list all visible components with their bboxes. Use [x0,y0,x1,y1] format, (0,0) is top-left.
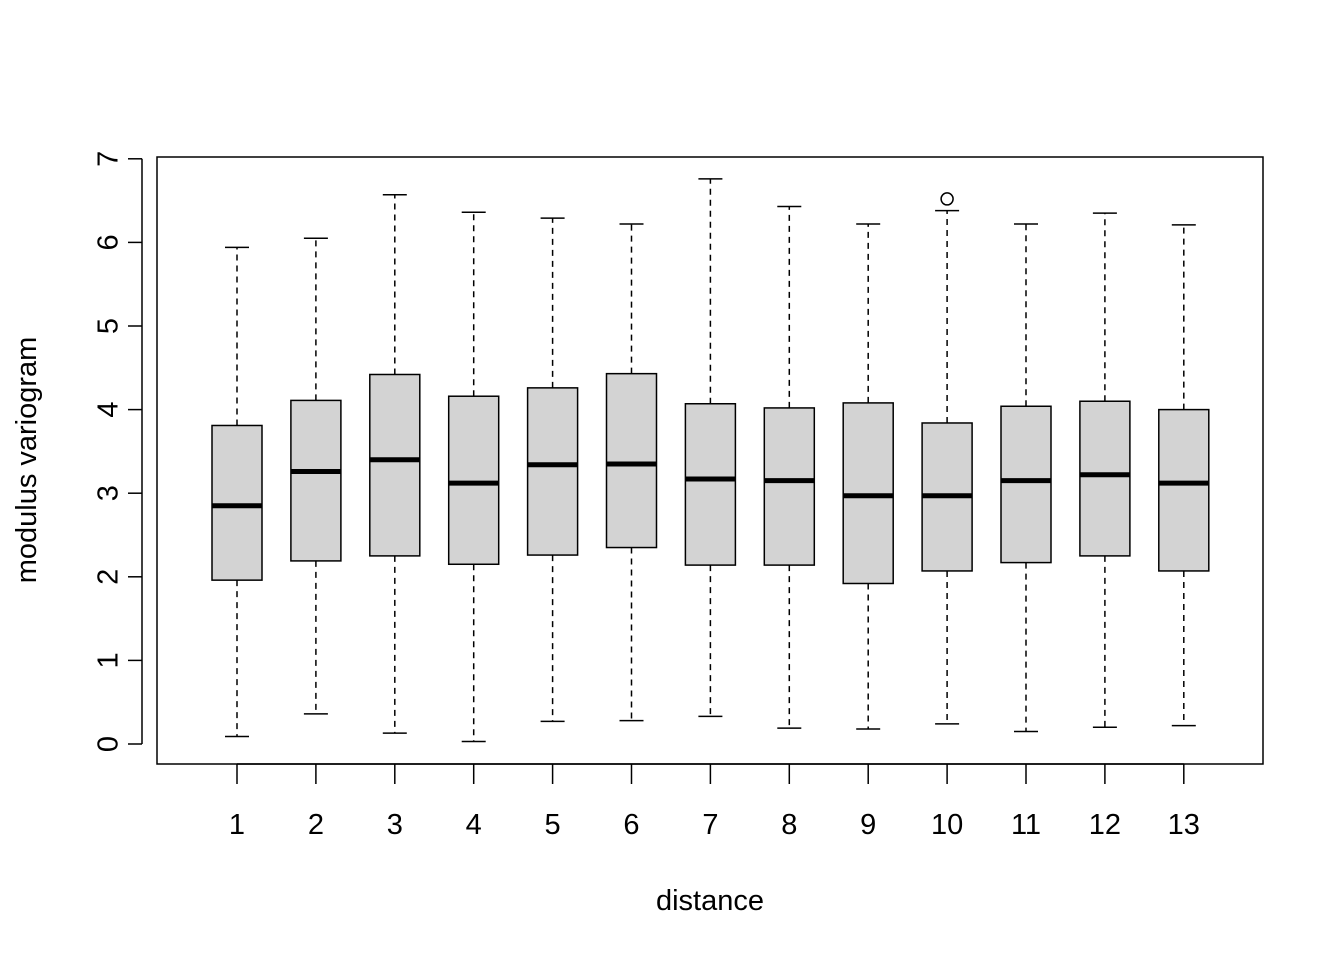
y-tick-label: 0 [93,736,125,752]
box-6 [605,223,658,722]
boxes-group [211,178,1210,743]
x-tick-label: 1 [229,809,245,841]
x-tick-label: 5 [545,809,561,841]
box-3 [369,193,421,734]
x-tick-label: 12 [1089,809,1121,841]
box-5 [526,217,579,723]
x-axis: 1 2 3 4 5 6 7 8 9 10 11 12 13 [229,763,1200,841]
x-tick-label: 7 [702,809,718,841]
y-tick-label: 3 [93,485,125,501]
box-iqr [1158,408,1210,572]
y-axis: 0 1 2 3 4 5 6 7 [93,151,143,752]
box-iqr [1000,405,1052,564]
box-iqr [369,373,421,557]
y-tick-label: 5 [93,318,125,334]
box-11 [1000,223,1052,733]
y-tick-label: 7 [93,151,125,167]
y-tick-label: 2 [93,569,125,585]
box-iqr [605,372,658,549]
x-tick-label: 6 [623,809,639,841]
box-10 [921,192,973,725]
box-4 [447,211,500,743]
box-iqr [290,399,342,562]
box-iqr [526,387,579,556]
outlier-point [940,192,954,206]
x-tick-label: 9 [860,809,876,841]
x-tick-label: 8 [781,809,797,841]
box-iqr [1079,400,1131,557]
y-tick-label: 4 [93,402,125,418]
x-tick-label: 10 [931,809,963,841]
x-tick-label: 3 [387,809,403,841]
box-1 [211,246,263,738]
box-9 [842,223,894,730]
x-tick-label: 2 [308,809,324,841]
x-tick-label: 13 [1168,809,1200,841]
box-8 [763,205,816,729]
box-13 [1158,224,1210,727]
x-tick-label: 11 [1011,809,1041,841]
box-iqr [447,395,500,566]
x-tick-label: 4 [466,809,482,841]
box-iqr [763,407,816,566]
box-iqr [842,402,894,585]
y-axis-title: modulus variogram [11,337,43,584]
box-7 [684,178,737,718]
box-iqr [211,424,263,581]
box-2 [290,237,342,715]
y-tick-label: 6 [93,234,125,250]
y-tick-label: 1 [93,652,125,668]
x-axis-title: distance [656,885,764,917]
box-iqr [684,402,737,566]
box-12 [1079,212,1131,729]
